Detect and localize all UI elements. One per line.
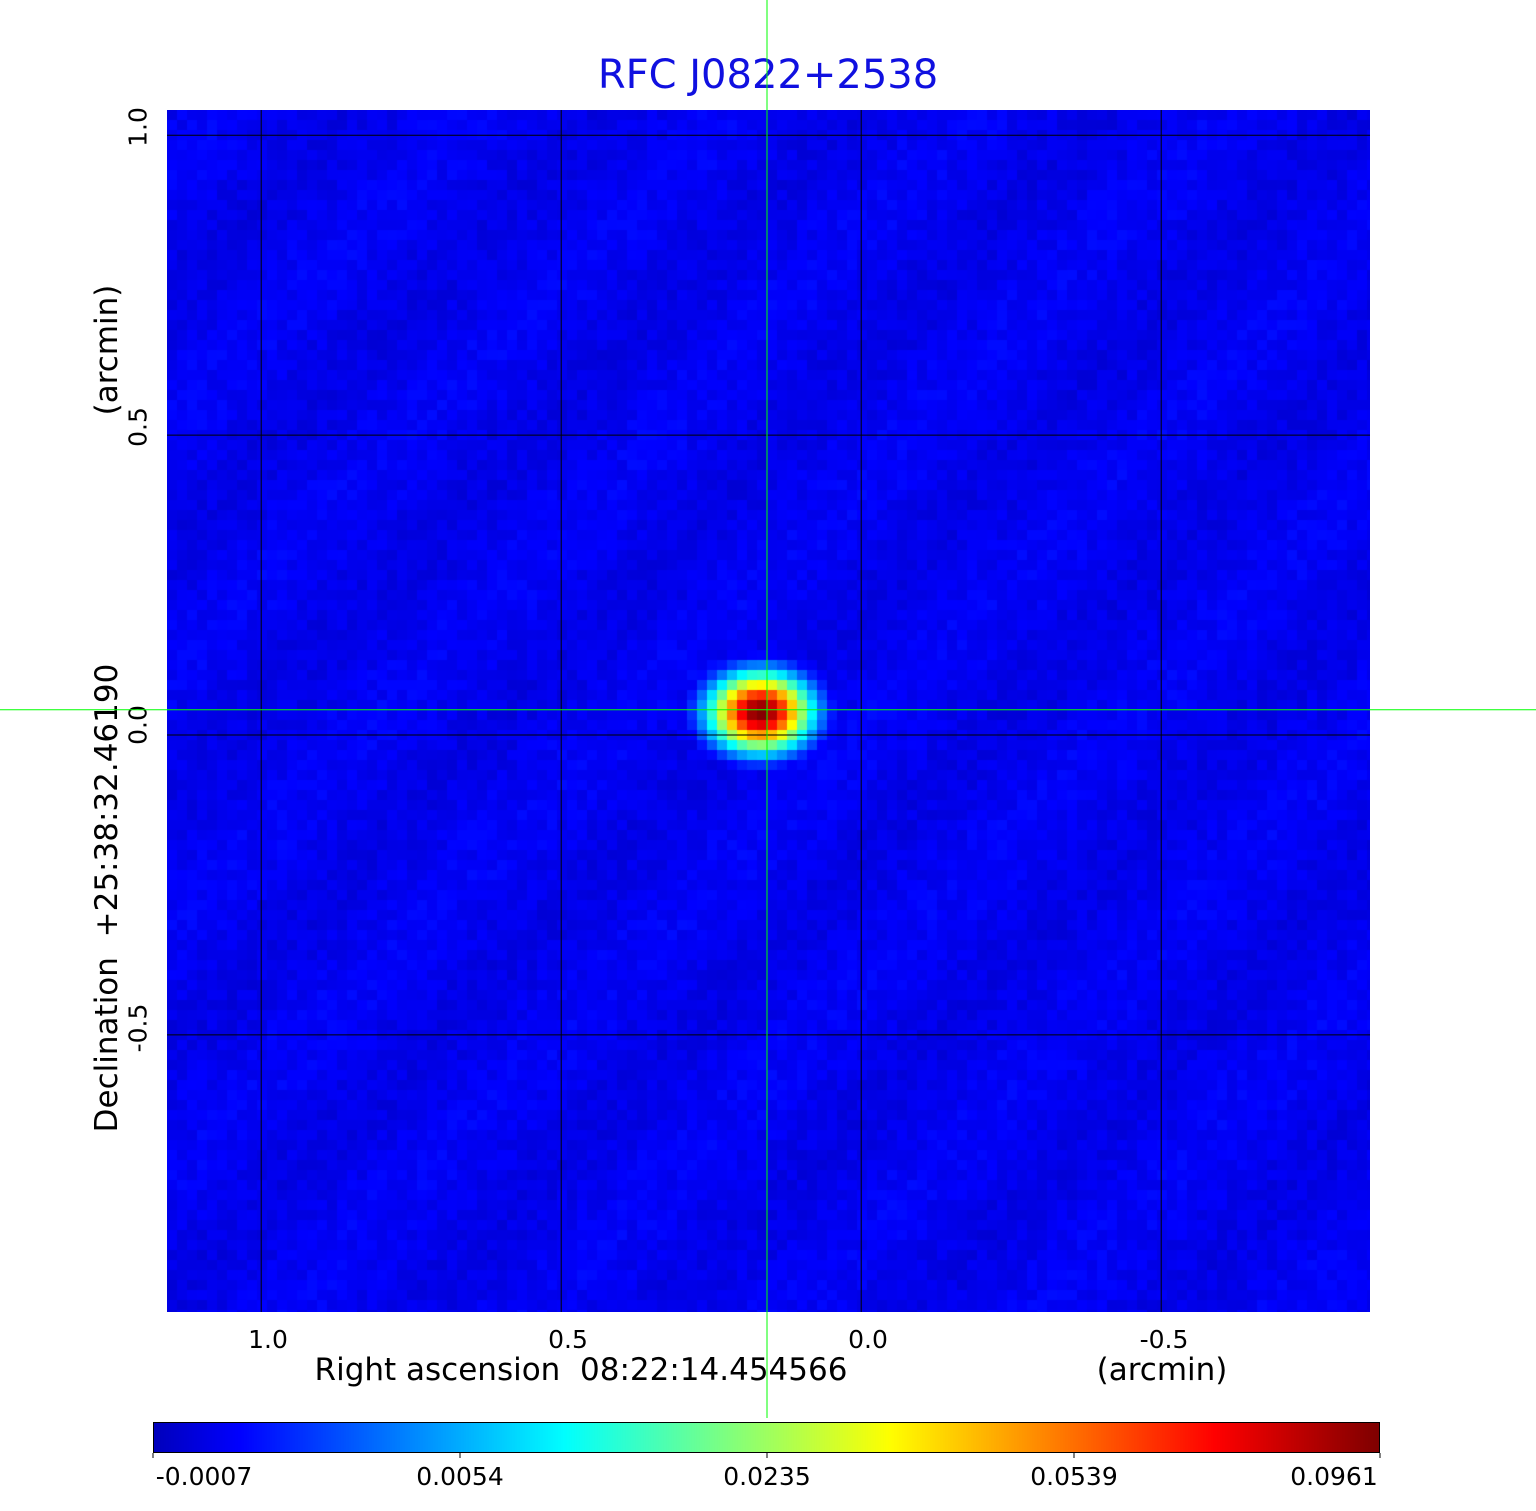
chart-title: RFC J0822+2538 [597,52,939,98]
x-axis-label: Right ascension 08:22:14.454566 [314,1352,848,1388]
heatmap-image [167,110,1370,1312]
colorbar-tick-label: 0.0235 [723,1462,811,1491]
x-tick-label: 1.0 [248,1325,288,1354]
x-tick-label: 0.0 [848,1325,888,1354]
colorbar-tick-label: -0.0007 [155,1462,253,1491]
y-axis-label: Declination +25:38:32.46190 [89,663,125,1133]
colorbar-tick-label: 0.0961 [1290,1462,1378,1491]
colorbar [153,1422,1380,1453]
y-tick-label: 0.5 [123,407,153,447]
colorbar-tick-label: 0.0054 [416,1462,504,1491]
x-axis-unit: (arcmin) [1096,1352,1228,1388]
y-tick-label: -0.5 [123,1003,153,1053]
colorbar-tick-label: 0.0539 [1030,1462,1118,1491]
y-tick-label: 1.0 [123,107,153,147]
x-tick-label: -0.5 [1139,1325,1189,1354]
x-tick-label: 0.5 [548,1325,588,1354]
y-axis-unit: (arcmin) [89,284,125,416]
y-tick-label: 0.0 [123,705,153,745]
